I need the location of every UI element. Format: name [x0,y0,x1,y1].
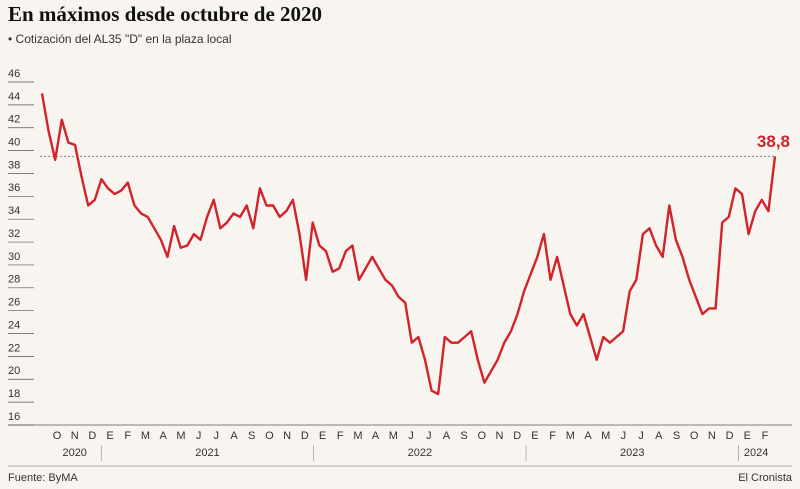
x-tick-label: S [248,430,255,442]
x-tick-label: A [372,430,380,442]
x-tick-label: A [230,430,238,442]
y-tick-label: 44 [8,91,20,103]
x-tick-label: M [389,430,398,442]
y-tick-label: 40 [8,137,20,149]
x-tick-label: O [53,430,62,442]
y-tick-label: 18 [8,388,20,400]
y-tick-label: 22 [8,342,20,354]
x-tick-label: N [496,430,504,442]
x-tick-label: N [708,430,716,442]
x-tick-label: D [513,430,521,442]
x-tick-label: D [88,430,96,442]
x-tick-label: J [638,430,644,442]
y-tick-label: 30 [8,251,20,263]
x-tick-label: S [673,430,680,442]
year-label: 2020 [62,447,86,459]
x-tick-label: A [584,430,592,442]
x-tick-label: O [265,430,274,442]
x-tick-label: M [176,430,185,442]
x-tick-label: J [408,430,414,442]
x-tick-label: A [443,430,451,442]
x-tick-label: J [621,430,627,442]
y-tick-label: 24 [8,319,20,331]
y-tick-label: 32 [8,228,20,240]
x-tick-label: J [426,430,432,442]
y-tick-label: 36 [8,182,20,194]
x-tick-label: N [71,430,79,442]
y-tick-label: 42 [8,114,20,126]
x-tick-label: M [353,430,362,442]
x-tick-label: E [106,430,113,442]
year-label: 2023 [620,447,644,459]
x-tick-label: E [531,430,538,442]
year-label: 2022 [408,447,432,459]
annotation-label: 38,8 [757,132,790,151]
y-tick-label: 38 [8,159,20,171]
price-line [40,93,777,396]
y-tick-label: 34 [8,205,20,217]
x-tick-label: A [160,430,168,442]
x-tick-label: D [726,430,734,442]
x-tick-label: J [196,430,202,442]
y-tick-label: 16 [8,411,20,423]
x-tick-label: O [478,430,487,442]
x-tick-label: F [762,430,769,442]
y-tick-label: 28 [8,274,20,286]
x-tick-label: F [337,430,344,442]
x-tick-label: D [301,430,309,442]
x-tick-label: S [460,430,467,442]
x-tick-label: M [141,430,150,442]
y-tick-label: 20 [8,365,20,377]
year-label: 2021 [195,447,219,459]
x-tick-label: O [690,430,699,442]
x-tick-label: J [214,430,220,442]
x-tick-label: M [566,430,575,442]
x-tick-label: F [549,430,556,442]
x-tick-label: F [124,430,131,442]
x-tick-label: E [744,430,751,442]
chart-title: En máximos desde octubre de 2020 [8,2,322,26]
x-tick-label: M [601,430,610,442]
x-tick-label: E [319,430,326,442]
y-tick-label: 26 [8,297,20,309]
year-label: 2024 [744,447,768,459]
chart-subtitle: • Cotización del AL35 "D" en la plaza lo… [8,32,232,46]
x-tick-label: A [655,430,663,442]
source: Fuente: ByMA [8,472,78,484]
y-tick-label: 46 [8,68,20,80]
credit: El Cronista [738,472,793,484]
x-tick-label: N [283,430,291,442]
